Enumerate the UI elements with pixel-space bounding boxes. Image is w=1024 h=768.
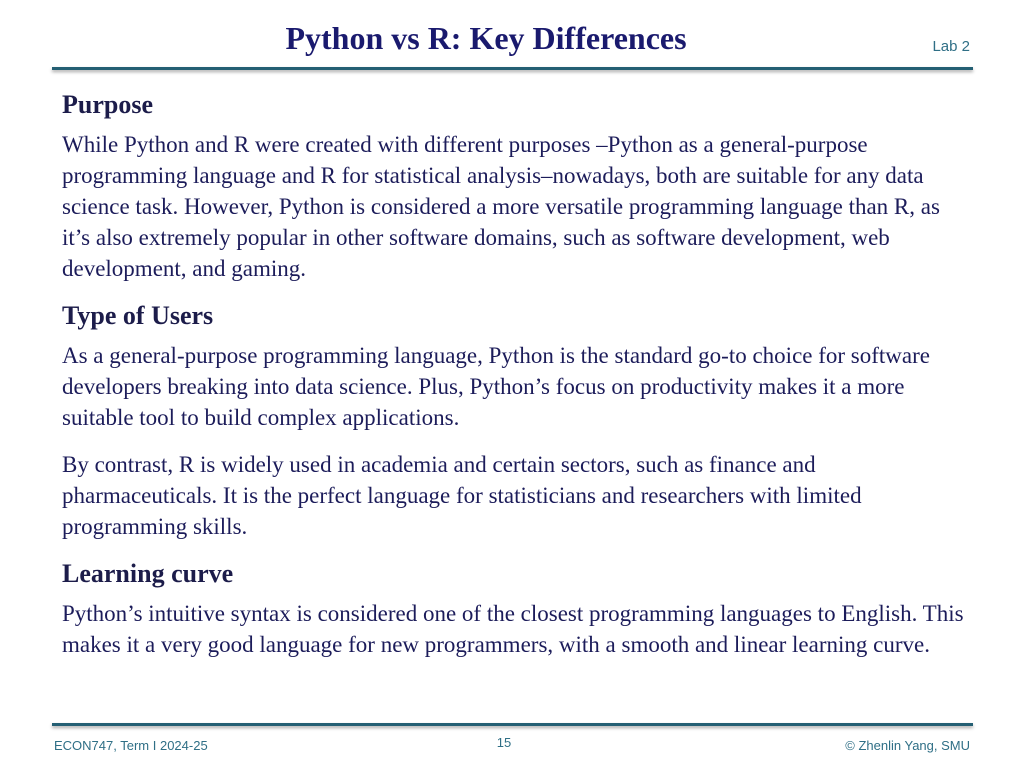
section-purpose: Purpose While Python and R were created … [62, 89, 972, 284]
section-heading: Type of Users [62, 301, 214, 330]
slide-content: Purpose While Python and R were created … [62, 89, 972, 676]
page-number: 15 [496, 735, 512, 750]
bottom-divider [52, 723, 973, 726]
footer-course: ECON747, Term I 2024-25 [54, 738, 208, 753]
section-type-of-users: Type of Users As a general-purpose progr… [62, 300, 972, 542]
section-learning-curve: Learning curve Python’s intuitive syntax… [62, 558, 972, 660]
section-paragraph: Python’s intuitive syntax is considered … [62, 601, 964, 657]
section-heading: Learning curve [62, 559, 234, 588]
lab-tag: Lab 2 [932, 38, 970, 55]
section-paragraph: While Python and R were created with dif… [62, 132, 940, 281]
footer-copyright: © Zhenlin Yang, SMU [845, 738, 970, 753]
section-heading: Purpose [62, 90, 153, 119]
top-divider [52, 67, 973, 70]
section-paragraph: By contrast, R is widely used in academi… [62, 452, 862, 539]
slide-title: Python vs R: Key Differences [285, 20, 687, 56]
section-paragraph: As a general-purpose programming languag… [62, 343, 930, 430]
